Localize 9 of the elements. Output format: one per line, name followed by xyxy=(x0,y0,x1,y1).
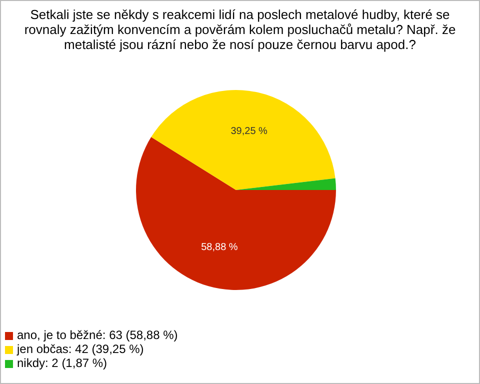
data-label: 58,88 % xyxy=(201,242,238,254)
legend-label: ano, je to běžné: 63 (58,88 %) xyxy=(17,328,178,342)
pie-slice xyxy=(151,90,336,190)
legend-label: nikdy: 2 (1,87 %) xyxy=(17,356,108,370)
chart-title: Setkali jste se někdy s reakcemi lidí na poslech metalové hudby, které se rovnaly zažitým konvencím a pověrám kolem posluchačů metalu? Např. že metalisté jsou rázní nebo že nosí pouze černou barvu apod.? xyxy=(23,6,457,54)
pie-slice xyxy=(136,137,336,290)
data-label: 39,25 % xyxy=(230,126,268,137)
pie-slice xyxy=(236,178,336,190)
legend-label: jen občas: 42 (39,25 %) xyxy=(17,342,144,356)
